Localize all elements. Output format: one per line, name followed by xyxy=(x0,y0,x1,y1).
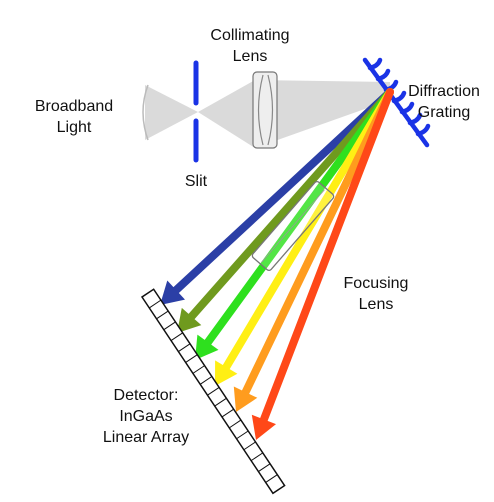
detector-pixel-divider xyxy=(178,343,191,352)
detector-pixel-divider xyxy=(156,310,169,320)
focusing-lens xyxy=(251,180,335,272)
detector-pixel-divider xyxy=(185,354,198,363)
ray-orange-arrowhead xyxy=(233,386,258,412)
detector-pixel-divider xyxy=(163,321,176,331)
diffraction-grating xyxy=(362,57,431,148)
detector-pixel-divider xyxy=(243,441,256,451)
detector-pixel-divider xyxy=(265,474,278,483)
detector-pixel-divider xyxy=(214,397,227,407)
detector-pixel-divider xyxy=(199,376,213,385)
diffraction-grating-label-line2: Grating xyxy=(418,104,470,121)
ray-red-line xyxy=(259,88,394,424)
ray-blue-arrowhead xyxy=(160,280,185,305)
ray-orange-line xyxy=(241,88,394,397)
ray-olive-arrowhead xyxy=(177,307,202,333)
detector-pixel-divider xyxy=(207,386,220,396)
focusing-lens-label-line2: Lens xyxy=(359,296,394,313)
focusing-lens-label-line1: Focusing xyxy=(344,275,409,292)
detector-pixel-divider xyxy=(148,299,162,309)
slit-label: Slit xyxy=(185,173,208,190)
collimating-lens-label-line2: Lens xyxy=(233,48,268,65)
detector-pixel-divider xyxy=(192,365,205,374)
ray-yellow-line xyxy=(222,88,394,372)
detector-label-line2: InGaAs xyxy=(119,408,172,425)
detector-pixel-divider xyxy=(221,408,234,418)
detector-pixel-divider xyxy=(236,430,249,440)
detector-pixel-divider xyxy=(250,452,264,462)
diffracted-rays xyxy=(160,88,394,440)
detector-label-line1: Detector: xyxy=(114,387,179,404)
ray-green-arrowhead xyxy=(195,334,219,360)
detector-label-line3: Linear Array xyxy=(103,429,189,446)
diffraction-grating-label-line1: Diffraction xyxy=(408,83,480,100)
detector-pixel-divider xyxy=(258,463,271,472)
light-beam xyxy=(142,80,390,148)
ray-yellow-arrowhead xyxy=(215,360,238,386)
ray-red-arrowhead xyxy=(251,414,276,440)
detector-array xyxy=(140,288,286,495)
broadband-light-label-line2: Light xyxy=(57,119,92,136)
collimating-lens-label-line1: Collimating xyxy=(210,27,289,44)
broadband-light-label-line1: Broadband xyxy=(35,98,113,115)
ray-blue-line xyxy=(172,88,394,295)
collimating-lens xyxy=(252,71,278,149)
detector-pixel-divider xyxy=(170,332,183,342)
ray-green-line xyxy=(203,88,394,347)
ray-olive-line xyxy=(187,88,394,321)
detector-pixel-divider xyxy=(228,419,242,429)
